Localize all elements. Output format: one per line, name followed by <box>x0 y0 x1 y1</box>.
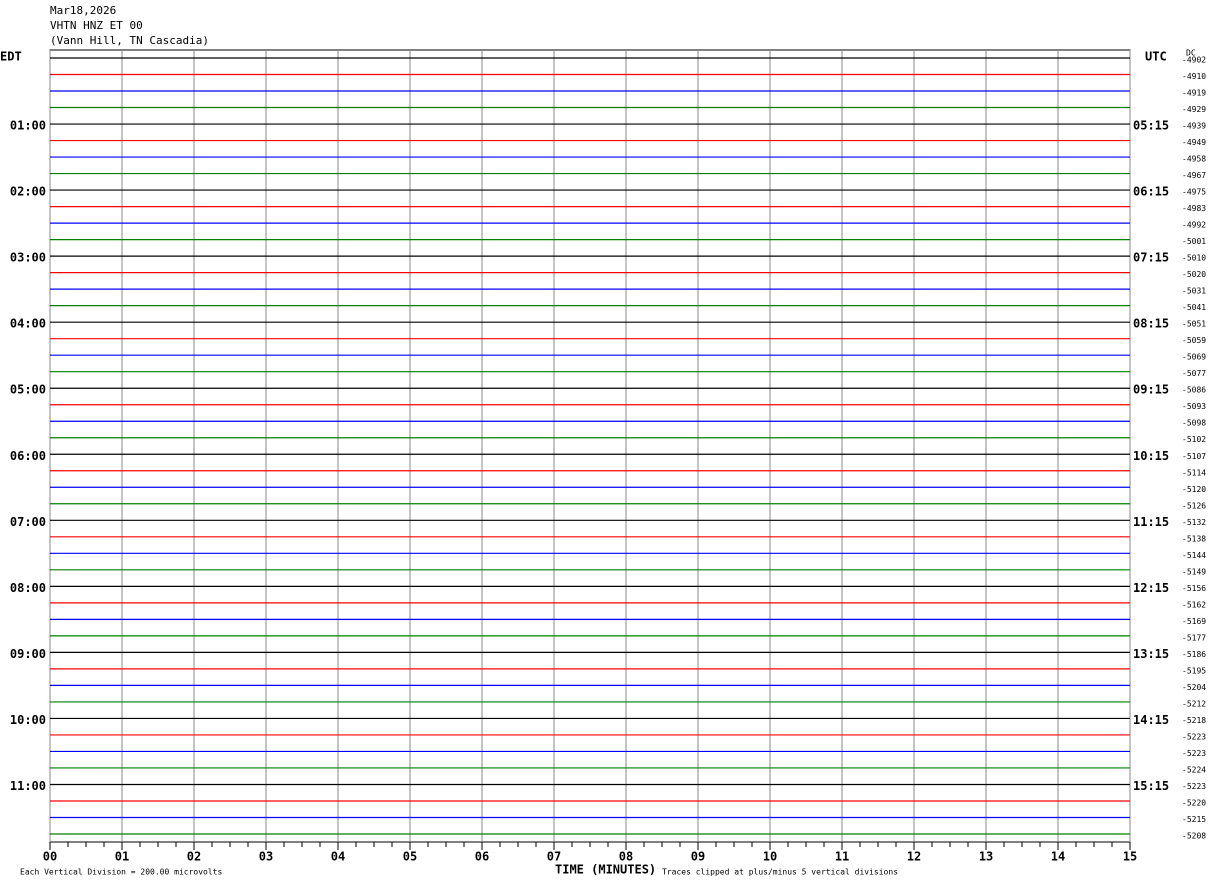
dc-value: -5031 <box>1182 287 1206 296</box>
x-tick-label: 03 <box>259 850 273 864</box>
x-tick-label: 00 <box>43 850 57 864</box>
dc-value: -5204 <box>1182 683 1206 692</box>
x-tick-label: 02 <box>187 850 201 864</box>
left-hour-label: 08:00 <box>10 581 46 595</box>
dc-value: -5126 <box>1182 501 1206 510</box>
dc-value: -5224 <box>1182 765 1206 774</box>
dc-value: -5215 <box>1182 815 1206 824</box>
left-hour-label: 09:00 <box>10 647 46 661</box>
plot-frame <box>49 49 1131 843</box>
right-hour-label: 10:15 <box>1133 449 1169 463</box>
x-tick-label: 12 <box>907 850 921 864</box>
dc-value: -5051 <box>1182 320 1206 329</box>
dc-value: -5223 <box>1182 732 1206 741</box>
header-line: (Vann Hill, TN Cascadia) <box>50 34 209 47</box>
dc-value: -5212 <box>1182 699 1206 708</box>
dc-value: -4975 <box>1182 188 1206 197</box>
dc-value: -5114 <box>1182 468 1206 477</box>
right-hour-label: 09:15 <box>1133 383 1169 397</box>
x-tick-label: 08 <box>619 850 633 864</box>
header-line: VHTN HNZ ET 00 <box>50 19 143 32</box>
x-tick-label: 05 <box>403 850 417 864</box>
dc-value: -5001 <box>1182 237 1206 246</box>
header-line: Mar18,2026 <box>50 4 116 17</box>
x-tick-label: 07 <box>547 850 561 864</box>
dc-value: -5098 <box>1182 419 1206 428</box>
x-axis-title: TIME (MINUTES) <box>555 863 656 877</box>
left-hour-label: 11:00 <box>10 779 46 793</box>
dc-value: -4919 <box>1182 89 1206 98</box>
dc-value: -5220 <box>1182 798 1206 807</box>
dc-value: -5020 <box>1182 270 1206 279</box>
left-hour-label: 06:00 <box>10 449 46 463</box>
dc-value: -4902 <box>1182 56 1206 65</box>
right-hour-label: 14:15 <box>1133 713 1169 727</box>
dc-value: -5223 <box>1182 782 1206 791</box>
dc-value: -5069 <box>1182 353 1206 362</box>
dc-value: -5195 <box>1182 666 1206 675</box>
dc-value: -5059 <box>1182 336 1206 345</box>
x-tick-label: 06 <box>475 850 489 864</box>
right-hour-label: 07:15 <box>1133 251 1169 265</box>
dc-value: -5177 <box>1182 633 1206 642</box>
dc-value: -5223 <box>1182 749 1206 758</box>
x-tick-label: 01 <box>115 850 129 864</box>
right-hour-label: 15:15 <box>1133 779 1169 793</box>
right-hour-label: 08:15 <box>1133 317 1169 331</box>
left-hour-label: 10:00 <box>10 713 46 727</box>
dc-value: -5132 <box>1182 518 1206 527</box>
dc-value: -5077 <box>1182 369 1206 378</box>
dc-value: -5218 <box>1182 716 1206 725</box>
left-hour-label: 07:00 <box>10 515 46 529</box>
x-tick-label: 14 <box>1051 850 1065 864</box>
left-hour-label: 01:00 <box>10 119 46 133</box>
x-tick-label: 13 <box>979 850 993 864</box>
dc-value: -4983 <box>1182 204 1206 213</box>
right-hour-label: 13:15 <box>1133 647 1169 661</box>
dc-value: -4992 <box>1182 221 1206 230</box>
dc-value: -5120 <box>1182 485 1206 494</box>
dc-value: -5102 <box>1182 435 1206 444</box>
dc-value: -4967 <box>1182 171 1206 180</box>
dc-value: -5041 <box>1182 303 1206 312</box>
dc-value: -5162 <box>1182 600 1206 609</box>
footer-left: Each Vertical Division = 200.00 microvol… <box>20 868 222 877</box>
dc-value: -4958 <box>1182 155 1206 164</box>
left-hour-label: 05:00 <box>10 383 46 397</box>
x-tick-label: 15 <box>1123 850 1137 864</box>
right-axis-title: UTC <box>1145 50 1167 64</box>
left-axis-title: EDT <box>0 50 22 64</box>
right-hour-label: 11:15 <box>1133 515 1169 529</box>
dc-value: -4949 <box>1182 138 1206 147</box>
x-tick-label: 09 <box>691 850 705 864</box>
right-hour-label: 05:15 <box>1133 119 1169 133</box>
dc-value: -5169 <box>1182 617 1206 626</box>
left-hour-label: 04:00 <box>10 317 46 331</box>
dc-value: -5156 <box>1182 584 1206 593</box>
dc-value: -5144 <box>1182 551 1206 560</box>
x-tick-label: 11 <box>835 850 849 864</box>
dc-value: -5086 <box>1182 386 1206 395</box>
dc-value: -5149 <box>1182 567 1206 576</box>
dc-value: -5010 <box>1182 254 1206 263</box>
right-hour-label: 06:15 <box>1133 185 1169 199</box>
dc-value: -4929 <box>1182 105 1206 114</box>
footer-right: Traces clipped at plus/minus 5 vertical … <box>662 868 898 877</box>
dc-value: -4939 <box>1182 122 1206 131</box>
dc-value: -4910 <box>1182 72 1206 81</box>
dc-value: -5138 <box>1182 534 1206 543</box>
dc-title: DC <box>1186 49 1196 58</box>
left-hour-label: 03:00 <box>10 251 46 265</box>
dc-value: -5093 <box>1182 402 1206 411</box>
right-hour-label: 12:15 <box>1133 581 1169 595</box>
dc-value: -5208 <box>1182 832 1206 841</box>
x-tick-label: 04 <box>331 850 345 864</box>
dc-value: -5107 <box>1182 452 1206 461</box>
left-hour-label: 02:00 <box>10 185 46 199</box>
x-tick-label: 10 <box>763 850 777 864</box>
dc-value: -5186 <box>1182 650 1206 659</box>
